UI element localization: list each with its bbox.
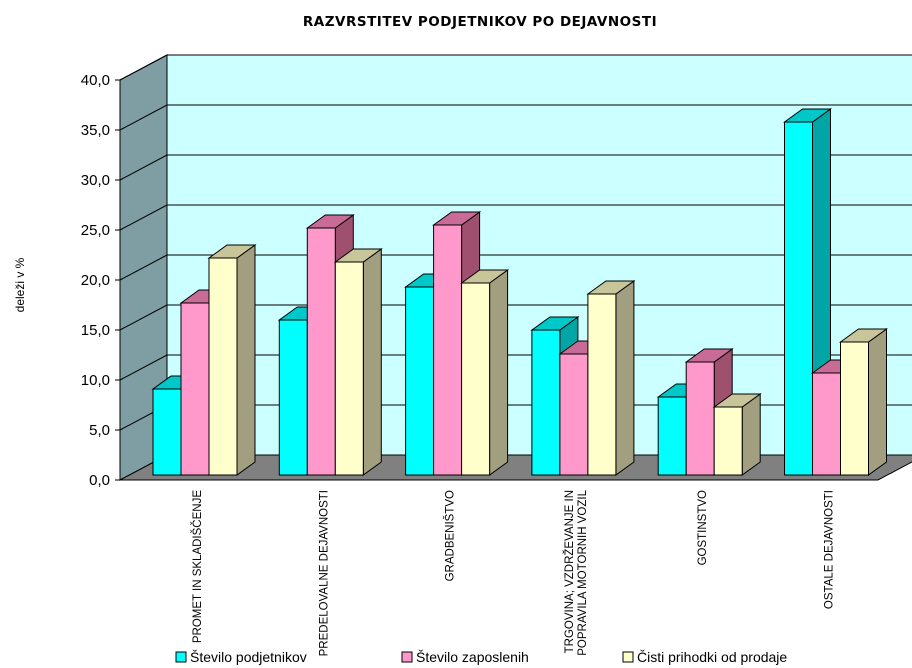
bar-front	[433, 224, 463, 476]
legend-swatch	[401, 651, 413, 663]
x-tick-label-line: GOSTINSTVO	[697, 490, 709, 565]
bar-side	[362, 248, 382, 476]
legend-label: Čisti prihodki od prodaje	[637, 649, 787, 665]
bar-side	[615, 280, 635, 476]
gridline-side	[119, 54, 168, 81]
bar-front	[559, 353, 589, 476]
y-tick-label: 20,0	[81, 272, 110, 289]
gridline-side	[119, 304, 168, 331]
legend-swatch	[622, 651, 634, 663]
legend-item: Čisti prihodki od prodaje	[622, 649, 787, 665]
x-tick-label: GRADBENIŠTVO	[444, 490, 457, 581]
bar-side	[741, 393, 761, 476]
bar-front	[784, 121, 813, 476]
x-tick-label-line: OSTALE DEJAVNOSTI	[824, 490, 836, 609]
bar-front	[587, 293, 617, 476]
x-tick-label-line: GRADBENIŠTVO	[444, 490, 457, 581]
legend-swatch	[175, 651, 187, 663]
x-tick-label-line: PREDELOVALNE DEJAVNOSTI	[318, 490, 330, 656]
bar-front	[306, 227, 336, 476]
bar	[586, 280, 636, 476]
gridline-side	[119, 154, 168, 181]
bar-front	[657, 396, 687, 476]
x-tick-label-line: POPRAVILA MOTORNIH VOZIL	[577, 489, 589, 655]
x-tick-label: OSTALE DEJAVNOSTI	[824, 490, 836, 609]
x-tick-label: PREDELOVALNE DEJAVNOSTI	[318, 490, 330, 656]
bar-front	[405, 286, 435, 476]
bar-front	[180, 302, 210, 476]
y-tick-label: 15,0	[81, 322, 110, 339]
bar-front	[278, 319, 308, 476]
y-tick-label: 10,0	[81, 372, 110, 389]
bar-side	[868, 328, 887, 476]
bar	[460, 269, 510, 476]
bar-front	[152, 388, 182, 476]
bar	[712, 393, 762, 476]
bar-front	[685, 361, 715, 476]
x-tick-label: GOSTINSTVO	[697, 490, 709, 565]
gridline-side	[119, 204, 168, 231]
y-tick-label: 35,0	[81, 122, 110, 139]
bar-side	[236, 244, 256, 476]
bar	[207, 244, 257, 476]
bar-front	[334, 261, 364, 476]
x-tick-label-line: PROMET IN SKLADIŠČENJE	[191, 490, 204, 643]
bar	[333, 248, 383, 476]
bar-front	[713, 406, 743, 476]
legend-label: Število zaposlenih	[416, 649, 529, 665]
bar	[838, 328, 889, 476]
legend-label: Število podjetnikov	[190, 649, 307, 665]
y-tick-label: 25,0	[81, 222, 110, 239]
y-tick-label: 30,0	[81, 172, 110, 189]
bar-front	[840, 341, 869, 476]
chart-title: RAZVRSTITEV PODJETNIKOV PO DEJAVNOSTI	[303, 14, 657, 30]
x-tick-label: PROMET IN SKLADIŠČENJE	[191, 490, 204, 643]
bar-front	[812, 372, 841, 476]
y-tick-label: 40,0	[81, 72, 110, 89]
bar-front	[208, 257, 238, 476]
gridline-side	[119, 254, 168, 281]
gridline-side	[119, 354, 168, 381]
gridline-side	[119, 104, 168, 131]
y-tick-label: 0,0	[89, 472, 110, 489]
bar-front	[531, 329, 561, 476]
x-tick-label: TRGOVINA; VZDRŽEVANJE INPOPRAVILA MOTORN…	[563, 489, 589, 655]
bar-front	[461, 282, 491, 476]
x-tick-label-line: TRGOVINA; VZDRŽEVANJE IN	[563, 490, 576, 653]
y-axis-label: deleži v %	[13, 257, 27, 312]
legend-item: Število podjetnikov	[175, 649, 307, 665]
y-tick-label: 5,0	[89, 422, 110, 439]
bar	[782, 108, 833, 476]
legend-item: Število zaposlenih	[401, 649, 529, 665]
bar-side	[489, 269, 509, 476]
